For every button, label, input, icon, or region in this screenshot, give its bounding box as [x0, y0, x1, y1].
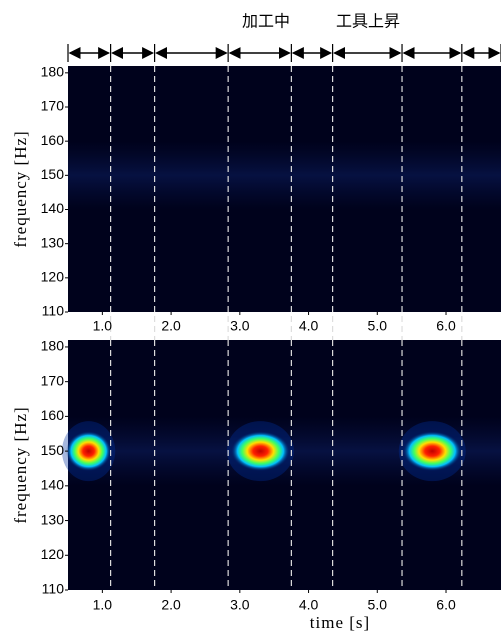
y-tick-label: 120 [41, 546, 65, 562]
x-tick-label: 6.0 [436, 597, 456, 613]
x-tick-label: 1.0 [93, 597, 113, 613]
x-tick-label: 2.0 [161, 318, 181, 334]
x-tick-label: 2.0 [161, 597, 181, 613]
x-tick-label: 3.0 [230, 318, 250, 334]
y-axis-label: frequency [Hz] [11, 130, 30, 247]
burst [230, 431, 290, 472]
x-tick-label: 6.0 [436, 318, 456, 334]
annotation: 工具上昇 [336, 12, 400, 31]
y-tick-label: 130 [41, 511, 65, 527]
y-tick-label: 140 [41, 477, 65, 493]
background-band [68, 141, 501, 210]
y-tick-label: 180 [41, 338, 65, 354]
x-tick-label: 5.0 [368, 597, 388, 613]
y-tick-label: 160 [41, 407, 65, 423]
y-tick-label: 120 [41, 269, 65, 285]
y-tick-label: 150 [41, 166, 65, 182]
x-tick-label: 4.0 [299, 318, 319, 334]
y-tick-label: 180 [41, 64, 65, 80]
x-axis-label: time [s] [310, 613, 370, 632]
x-tick-label: 4.0 [299, 597, 319, 613]
y-tick-label: 150 [41, 442, 65, 458]
y-tick-label: 110 [42, 303, 65, 319]
y-tick-label: 110 [42, 581, 65, 597]
burst [402, 431, 462, 472]
x-tick-label: 1.0 [93, 318, 113, 334]
y-tick-label: 170 [41, 98, 65, 114]
y-tick-label: 170 [41, 372, 65, 388]
y-axis-label: frequency [Hz] [11, 406, 30, 523]
y-tick-label: 140 [41, 200, 65, 216]
annotation: 加工中 [242, 12, 290, 31]
x-tick-label: 3.0 [230, 597, 250, 613]
burst [66, 431, 112, 472]
x-tick-label: 5.0 [368, 318, 388, 334]
y-tick-label: 160 [41, 132, 65, 148]
y-tick-label: 130 [41, 234, 65, 250]
